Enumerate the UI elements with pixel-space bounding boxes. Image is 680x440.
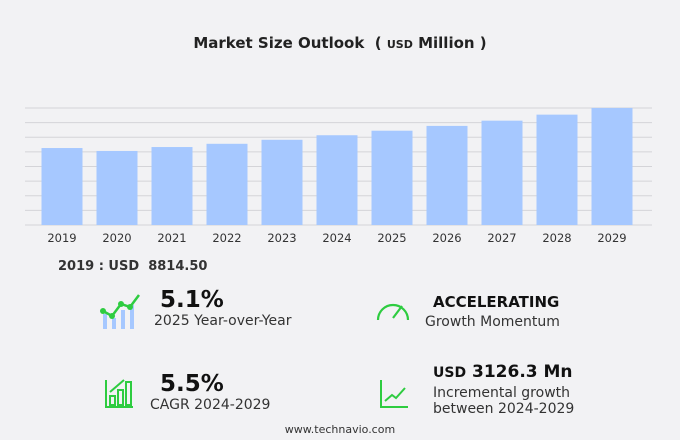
x-tick-label: 2028 — [542, 231, 571, 245]
unit-prefix: USD — [386, 38, 413, 51]
bar-2021 — [151, 147, 193, 225]
momentum-value: ACCELERATING — [433, 293, 560, 311]
chart-title: Market Size Outlook ( USD Million ) — [193, 34, 487, 52]
x-tick-label: 2021 — [157, 231, 186, 245]
yoy-label: 2025 Year-over-Year — [154, 313, 292, 329]
base-year-value: 8814.50 — [148, 259, 208, 274]
line-growth-icon — [380, 380, 408, 408]
growth-chart-icon — [105, 379, 133, 408]
x-tick-label: 2029 — [597, 231, 626, 245]
incremental-prefix: USD — [433, 365, 467, 381]
bar-2019 — [41, 148, 83, 225]
x-tick-label: 2025 — [377, 231, 406, 245]
footer-link[interactable]: www.technavio.com — [284, 423, 396, 436]
bar-2026 — [426, 125, 468, 225]
bar-2024 — [316, 135, 358, 225]
bar-2020 — [96, 150, 138, 225]
x-tick-label: 2023 — [267, 231, 296, 245]
x-tick-label: 2022 — [212, 231, 241, 245]
base-year-label: 2019 : USD — [58, 259, 140, 274]
x-tick-label: 2020 — [102, 231, 131, 245]
cagr-stat: 5.5% CAGR 2024-2029 — [150, 371, 270, 413]
bar-2023 — [261, 139, 303, 225]
title-text: Market Size Outlook — [193, 34, 365, 52]
speedometer-icon — [376, 303, 410, 321]
x-tick-label: 2019 — [47, 231, 76, 245]
incremental-period: between 2024-2029 — [433, 401, 575, 417]
bar-2025 — [371, 130, 413, 225]
bar-2022 — [206, 143, 248, 225]
incremental-value: 3126.3 Mn — [472, 362, 573, 382]
cagr-value: 5.5% — [160, 371, 224, 397]
x-tick-label: 2026 — [432, 231, 461, 245]
unit-suffix: Million — [418, 34, 475, 52]
base-year: 2019 : USD 8814.50 — [58, 259, 207, 274]
cagr-label: CAGR 2024-2029 — [150, 397, 271, 413]
yoy-value: 5.1% — [160, 287, 224, 313]
yoy-stat: 5.1% 2025 Year-over-Year — [154, 287, 292, 329]
momentum-stat: ACCELERATING Growth Momentum — [425, 293, 560, 330]
incremental-label: Incremental growth — [433, 385, 571, 401]
bar-chart: 2019 2020 2021 2022 2023 2024 2025 2026 2027 2028… — [25, 107, 652, 245]
bar-2029 — [591, 107, 633, 225]
x-tick-label: 2027 — [487, 231, 516, 245]
bar-2028 — [536, 114, 578, 225]
bar-2027 — [481, 120, 523, 225]
momentum-label: Growth Momentum — [425, 314, 560, 330]
incremental-stat: USD 3126.3 Mn Incremental growth between… — [433, 362, 574, 417]
x-tick-label: 2024 — [322, 231, 351, 245]
trend-bars-icon — [100, 294, 140, 329]
